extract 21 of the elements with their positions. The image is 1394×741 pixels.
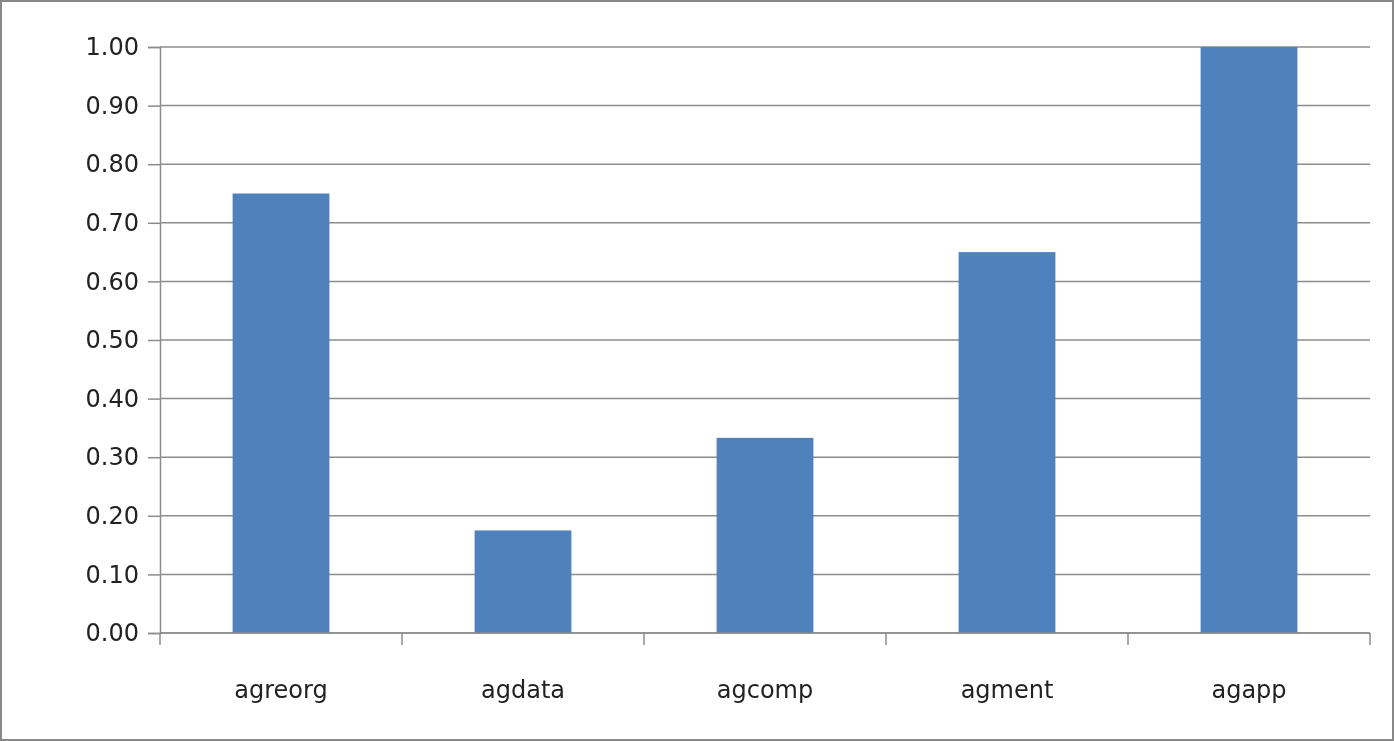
y-tick-label: 1.00 <box>85 33 139 62</box>
y-tick-label: 0.00 <box>85 619 139 648</box>
y-tick-label: 0.80 <box>85 150 139 179</box>
y-tick-label: 0.50 <box>85 326 139 355</box>
bar <box>958 252 1056 633</box>
y-tick-label: 0.30 <box>85 443 139 472</box>
x-tick-label: agapp <box>1211 676 1287 704</box>
y-tick-label: 0.70 <box>85 208 139 237</box>
y-tick-label: 0.10 <box>85 560 139 589</box>
y-tick-label: 0.60 <box>85 267 139 296</box>
bar <box>1200 47 1298 633</box>
y-tick-label: 0.40 <box>85 384 139 413</box>
y-tick-label: 0.20 <box>85 501 139 530</box>
x-tick-label: agreorg <box>234 676 328 704</box>
bar <box>474 530 572 633</box>
bar <box>232 193 330 633</box>
y-tick-label: 0.90 <box>85 91 139 120</box>
x-tick-label: agdata <box>481 676 565 704</box>
x-tick-label: agcomp <box>716 676 814 704</box>
bar <box>716 437 814 633</box>
x-tick-label: agment <box>960 676 1054 704</box>
